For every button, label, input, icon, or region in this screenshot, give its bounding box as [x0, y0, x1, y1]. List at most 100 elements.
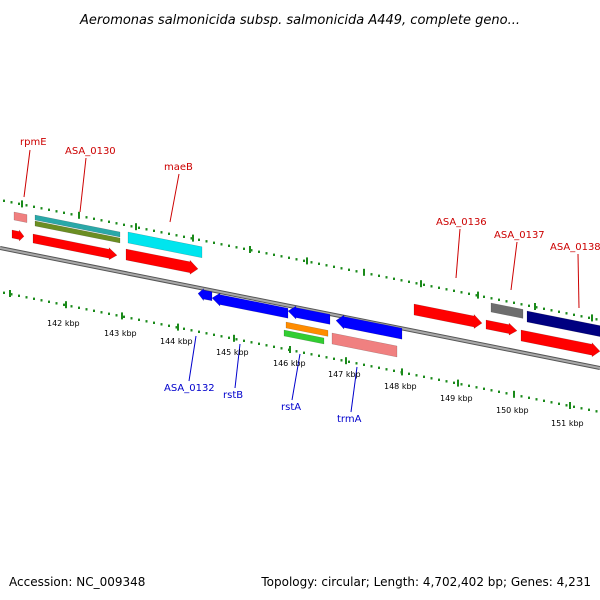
tick-dot [258, 250, 260, 253]
gene-label: rstA [281, 402, 301, 413]
tick-dot [520, 303, 523, 306]
tick-dot [228, 244, 230, 247]
tick-dot [48, 208, 50, 211]
tick-dot [430, 285, 433, 288]
tick-dot [310, 261, 313, 264]
backbone [0, 246, 600, 370]
tick-dot [228, 336, 230, 339]
tick-dot [550, 401, 553, 404]
tick-dot [303, 259, 305, 262]
gene-arrow [520, 329, 600, 358]
tick-dot [348, 268, 350, 271]
leader-line [577, 253, 580, 309]
tick-dot [175, 234, 178, 237]
tick-dot [573, 405, 575, 408]
tick-dot [333, 265, 335, 268]
tick-dot [93, 309, 95, 312]
tick-dot [415, 374, 418, 377]
leader-line [234, 343, 241, 389]
leader-line [188, 335, 197, 382]
gene-block [526, 310, 600, 337]
tick-dot [115, 222, 118, 225]
gene-block [285, 321, 329, 337]
tick-dot [183, 327, 185, 330]
tick-dot [33, 297, 35, 300]
tick-dot [3, 291, 5, 294]
tick-dot [370, 273, 373, 276]
gene-arrow [485, 319, 518, 336]
tick-dot [370, 365, 373, 368]
tick-dot [453, 381, 455, 384]
gene-arrow [197, 288, 213, 302]
tick-dot [565, 312, 568, 315]
kbp-label: 142 kbp [47, 319, 80, 328]
tick-dot [258, 342, 260, 345]
tick-dot [130, 225, 133, 228]
leader-line [291, 353, 301, 401]
tick-dot [198, 330, 200, 333]
tick-dot [235, 338, 238, 341]
leader-line [79, 157, 87, 213]
tick-dot [160, 323, 163, 326]
tick-dot [85, 308, 88, 311]
major-ticks [9, 200, 593, 409]
tick-dot [168, 232, 170, 235]
tick-dot [220, 243, 223, 246]
tick-dot [318, 354, 320, 357]
tick-dot [303, 351, 305, 354]
tick-dot [475, 294, 478, 297]
bottom-gene-labels: ASA_0132 rstB rstA trmA [164, 383, 362, 425]
tick-dot [595, 410, 598, 413]
tick-dot [145, 228, 148, 231]
tick-dot [250, 249, 253, 252]
tick-dot [100, 311, 103, 314]
tick-dot [205, 240, 208, 243]
tick-dot [378, 274, 380, 277]
tick-dot [580, 315, 583, 318]
kbp-label: 150 kbp [496, 406, 529, 415]
tick-dot [115, 314, 118, 317]
tick-dot [175, 326, 178, 329]
tick-dot [363, 363, 365, 366]
tick-dot [243, 247, 245, 250]
gene-label: maeB [164, 162, 193, 173]
kbp-label: 151 kbp [551, 419, 584, 428]
tick-dot [588, 408, 590, 411]
gene-arrow [413, 303, 483, 329]
tick-dot [355, 270, 358, 273]
gene-arrow [287, 305, 331, 325]
tick-dot [85, 216, 88, 219]
tick-dot [423, 375, 425, 378]
accession-text: Accession: NC_009348 [9, 575, 145, 589]
kbp-labels: 142 kbp 143 kbp 144 kbp 145 kbp 146 kbp … [47, 319, 584, 428]
tick-dot [10, 293, 13, 296]
tick-dot [520, 395, 523, 398]
tick-dot [265, 252, 268, 255]
tick-dot [40, 207, 43, 210]
tick-dot [100, 219, 103, 222]
tick-dot [63, 211, 65, 214]
tick-dot [235, 246, 238, 249]
tick-dot [498, 298, 500, 301]
tick-dot [513, 301, 515, 304]
tick-dot [558, 402, 560, 405]
tick-dot [348, 360, 350, 363]
tick-dot [280, 347, 283, 350]
gene-block [490, 302, 524, 319]
tick-dot [18, 202, 20, 205]
tick-dot [273, 345, 275, 348]
tick-dot [580, 407, 583, 410]
tick-dot [565, 404, 568, 407]
tick-dot [340, 267, 343, 270]
tick-dot [475, 386, 478, 389]
tick-dot [400, 279, 403, 282]
tick-dot [393, 369, 395, 372]
top-gene-labels: rpmE ASA_0130 maeB ASA_0136 ASA_0137 ASA… [20, 137, 600, 253]
map-title: Aeromonas salmonicida subsp. salmonicida… [79, 13, 520, 28]
kbp-label: 143 kbp [104, 329, 137, 338]
gene-arrow [125, 248, 199, 275]
tick-dot [543, 307, 545, 310]
tick-dot [385, 276, 388, 279]
kbp-label: 144 kbp [160, 337, 193, 346]
tick-dot [528, 396, 530, 399]
